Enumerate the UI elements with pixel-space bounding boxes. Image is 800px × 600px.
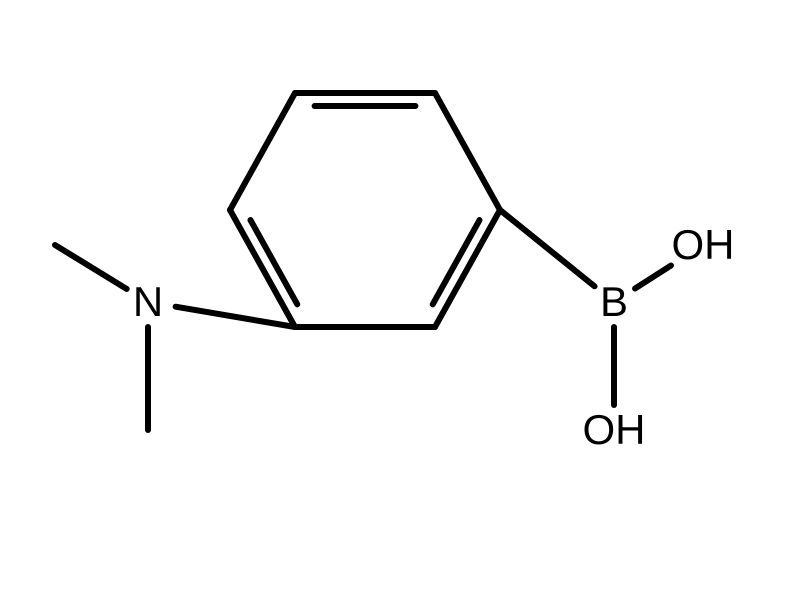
molecule-canvas — [0, 0, 800, 600]
atom-label-b: B — [600, 278, 628, 326]
atom-label-oh2: OH — [583, 406, 646, 454]
atom-label-n: N — [133, 278, 163, 326]
atom-label-oh1: OH — [672, 221, 735, 269]
